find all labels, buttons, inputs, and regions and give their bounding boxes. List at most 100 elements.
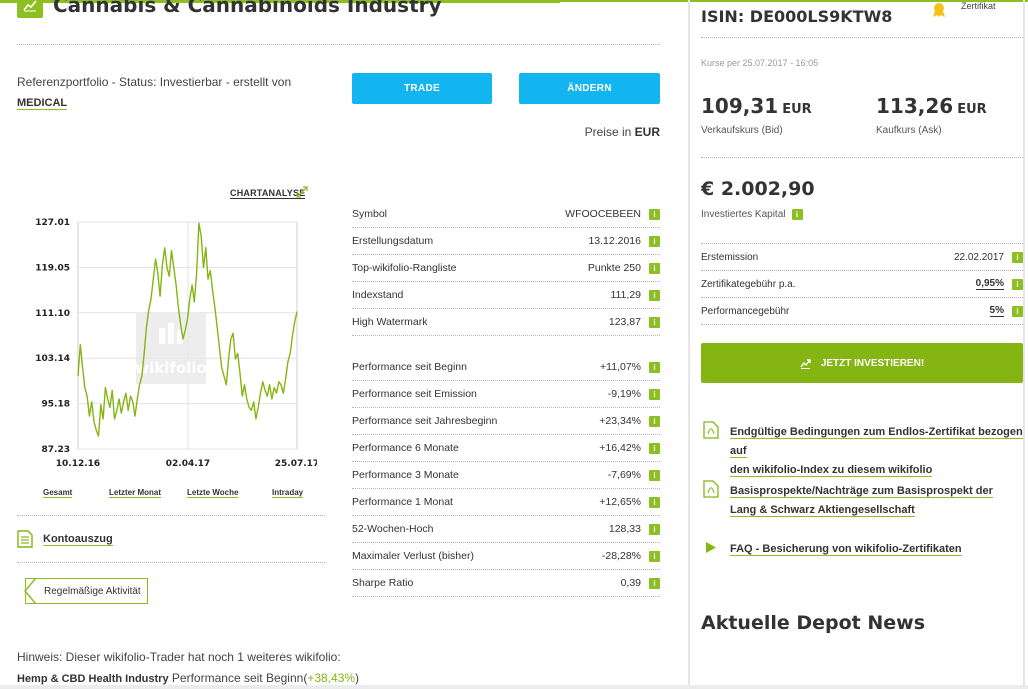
- info-icon[interactable]: i: [649, 442, 660, 454]
- row-label: Zertifikategebühr p.a.: [701, 278, 796, 290]
- performance-table: Performance seit Beginn +11,07% i Performan…: [352, 354, 660, 597]
- info-icon[interactable]: i: [1012, 305, 1023, 317]
- divider: [701, 37, 1023, 38]
- row-label: High Watermark: [352, 316, 428, 328]
- info-icon[interactable]: i: [649, 523, 660, 535]
- other-perf-value: +38,43%: [307, 671, 356, 685]
- doc-basisprospekt-link[interactable]: Basisprospekte/Nachträge zum Basisprospe…: [730, 482, 993, 520]
- info-icon[interactable]: i: [649, 235, 660, 247]
- row-value[interactable]: 0,95%: [975, 278, 1004, 290]
- doc-bedingungen-link[interactable]: Endgültige Bedingungen zum Endlos-Zertif…: [730, 423, 1028, 480]
- certificate-details-table: Erstemission 22.02.2017 i Zertifikategebühr…: [701, 243, 1023, 325]
- table-row: Performance 6 Monate +16,42% i: [352, 435, 660, 462]
- x-tick-label: 10.12.16: [56, 459, 100, 469]
- info-icon[interactable]: i: [649, 469, 660, 481]
- portfolio-status: Referenzportfolio - Status: Investierbar…: [17, 75, 292, 89]
- row-label: Erstellungsdatum: [352, 235, 434, 247]
- invested-capital-label: Investiertes Kapital: [701, 209, 786, 220]
- faq-link[interactable]: FAQ - Besicherung von wikifolio-Zertifik…: [730, 540, 962, 559]
- row-label: Top-wikifolio-Rangliste: [352, 262, 457, 274]
- info-icon[interactable]: i: [1012, 251, 1023, 263]
- doc2-line1: Basisprospekte/Nachträge zum Basisprospe…: [730, 485, 993, 498]
- table-row: Erstellungsdatum 13.12.2016 i: [352, 228, 660, 255]
- info-icon[interactable]: i: [649, 289, 660, 301]
- row-label: Performance seit Jahresbeginn: [352, 415, 498, 427]
- row-label: Performancegebühr: [701, 305, 790, 317]
- divider: [17, 562, 325, 563]
- table-row: Top-wikifolio-Rangliste Punkte 250 i: [352, 255, 660, 282]
- change-button[interactable]: ÄNDERN: [519, 73, 660, 104]
- performance-chart[interactable]: wikifolio 127.01 119.05 111.10 103.14 95.18 8…: [17, 210, 317, 472]
- info-icon[interactable]: i: [649, 361, 660, 373]
- prices-in-label: Preise in EUR: [585, 125, 660, 139]
- info-icon[interactable]: i: [649, 550, 660, 562]
- prices-in-currency: EUR: [634, 125, 660, 139]
- jetzt-investieren-button[interactable]: JETZT INVESTIEREN!: [701, 343, 1023, 383]
- y-tick-label: 95.18: [42, 400, 70, 410]
- page-title-row: Cannabis & Cannabinoids Industry: [17, 0, 442, 18]
- invested-capital: € 2.002,90: [701, 178, 815, 200]
- range-letzter-monat[interactable]: Letzter Monat: [109, 488, 161, 498]
- row-label: Performance seit Beginn: [352, 361, 467, 373]
- creator-link[interactable]: MEDICAL: [17, 97, 68, 110]
- other-wikifolio-line: Hemp & CBD Health Industry Performance s…: [17, 671, 359, 686]
- row-value[interactable]: 5%: [989, 305, 1004, 317]
- zertifikat-label: Zertifikat: [961, 1, 996, 11]
- info-icon[interactable]: i: [649, 316, 660, 328]
- table-row: Performance 1 Monat +12,65% i: [352, 489, 660, 516]
- info-icon[interactable]: i: [649, 577, 660, 589]
- row-value: 123,87: [608, 316, 641, 328]
- expand-icon[interactable]: [296, 186, 308, 198]
- row-value: 128,33: [608, 523, 641, 535]
- info-icon[interactable]: i: [649, 208, 660, 220]
- info-icon[interactable]: i: [791, 209, 803, 220]
- chartanalyse-link[interactable]: CHARTANALYSE: [230, 188, 306, 199]
- info-icon[interactable]: i: [649, 262, 660, 274]
- table-row: Performance 3 Monate -7,69% i: [352, 462, 660, 489]
- divider: [701, 157, 1023, 158]
- regelmaessige-aktivitaet-button[interactable]: Regelmäßige Aktivität: [25, 578, 148, 604]
- row-value: -7,69%: [607, 469, 641, 481]
- series-line: [77, 222, 298, 437]
- isin: ISIN: DE000LS9KTW8: [701, 7, 893, 26]
- table-row: Indexstand 111,29 i: [352, 282, 660, 309]
- doc1-line1: Endgültige Bedingungen zum Endlos-Zertif…: [730, 426, 1023, 458]
- row-label: Maximaler Verlust (bisher): [352, 550, 474, 562]
- range-intraday[interactable]: Intraday: [272, 488, 304, 498]
- row-value: -9,19%: [607, 388, 641, 400]
- pdf-icon: [703, 421, 719, 439]
- bottom-scrollbar[interactable]: [0, 685, 1028, 689]
- trade-button[interactable]: TRADE: [352, 73, 492, 104]
- info-icon[interactable]: i: [649, 388, 660, 400]
- table-row: Zertifikategebühr p.a. 0,95% i: [701, 271, 1023, 298]
- table-row: Sharpe Ratio 0,39 i: [352, 570, 660, 597]
- info-icon[interactable]: i: [649, 496, 660, 508]
- kurs-date: Kurse per 25.07.2017 - 16:05: [701, 58, 819, 68]
- ask-currency: EUR: [957, 102, 987, 117]
- row-value: WFOOCEBEEN: [565, 208, 641, 220]
- doc2-line2: Lang & Schwarz Aktiengesellschaft: [730, 504, 915, 517]
- bid-value: 109,31: [701, 94, 779, 118]
- trend-up-icon: [800, 358, 811, 369]
- chart-icon: [17, 0, 43, 18]
- column-divider: [688, 0, 690, 689]
- info-icon[interactable]: i: [649, 415, 660, 427]
- info-icon[interactable]: i: [1012, 278, 1023, 290]
- kontoauszug-link[interactable]: Kontoauszug: [17, 530, 113, 548]
- row-value: +12,65%: [599, 496, 641, 508]
- row-value: 111,29: [610, 289, 641, 301]
- ask-label: Kaufkurs (Ask): [876, 125, 942, 136]
- y-tick-label: 119.05: [35, 263, 70, 273]
- other-wikifolio-link[interactable]: Hemp & CBD Health Industry: [17, 673, 169, 686]
- range-gesamt[interactable]: Gesamt: [43, 488, 73, 498]
- faq-label: FAQ - Besicherung von wikifolio-Zertifik…: [730, 543, 962, 556]
- y-tick-label: 111.10: [35, 309, 70, 319]
- other-perf-open: (: [303, 671, 308, 685]
- pdf-icon: [703, 480, 719, 498]
- row-value: +16,42%: [599, 442, 641, 454]
- table-row: Performancegebühr 5% i: [701, 298, 1023, 325]
- wikifolio-watermark: wikifolio: [135, 312, 207, 384]
- row-value: Punkte 250: [587, 262, 641, 274]
- range-letzte-woche[interactable]: Letzte Woche: [187, 488, 239, 498]
- invest-label: JETZT INVESTIEREN!: [820, 357, 925, 369]
